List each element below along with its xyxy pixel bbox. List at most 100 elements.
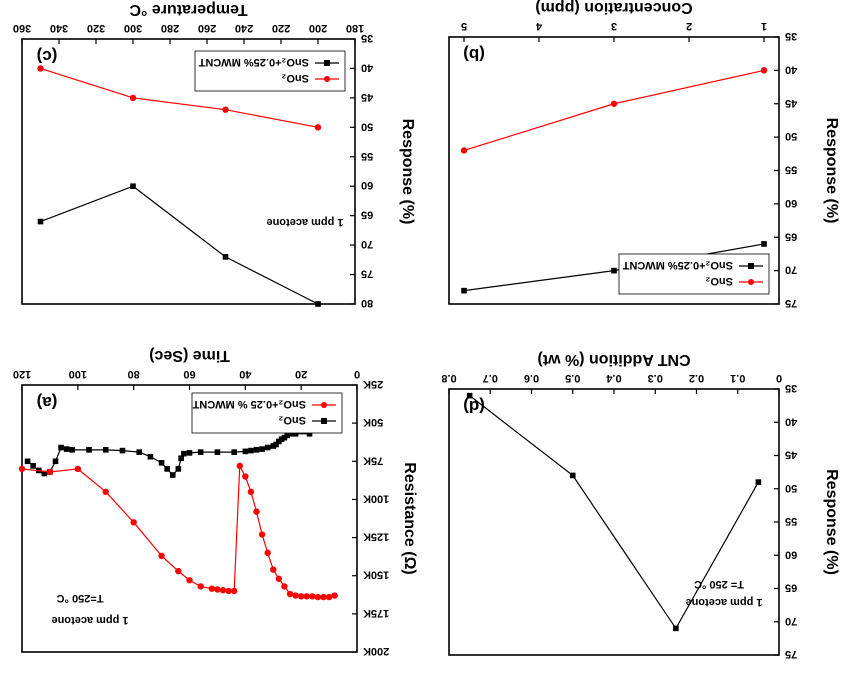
legend-label: SnO₂ <box>281 72 309 84</box>
x-tick-label: 320 <box>87 22 105 34</box>
data-point <box>303 593 310 600</box>
data-point <box>41 470 48 477</box>
data-point <box>611 267 617 274</box>
data-point <box>281 583 288 590</box>
data-point <box>230 587 238 595</box>
x-tick-label: 0.8 <box>441 372 456 384</box>
data-point <box>119 447 126 454</box>
data-point <box>760 67 768 74</box>
data-point <box>52 458 59 465</box>
legend-box <box>618 253 770 295</box>
x-tick-label: 20 <box>295 368 307 380</box>
data-point <box>259 446 265 452</box>
data-point <box>236 462 243 470</box>
y-tick-label: 80 <box>361 297 373 309</box>
x-axis-label: Concentration (ppm) <box>535 0 692 16</box>
data-point <box>610 100 618 107</box>
annotation: T= 250 °C <box>694 578 744 590</box>
x-tick-label: 340 <box>50 22 68 34</box>
y-tick-label: 55 <box>785 164 797 176</box>
x-tick-label: 0.5 <box>565 372 580 384</box>
data-point <box>309 593 316 600</box>
x-tick-label: 0.1 <box>730 372 745 384</box>
series-line <box>40 67 319 128</box>
data-point <box>219 587 227 594</box>
data-point <box>30 463 36 469</box>
y-tick-label: 35 <box>785 382 797 394</box>
legend-box <box>191 392 343 434</box>
y-tick-label: 65 <box>785 230 797 242</box>
data-point <box>270 566 277 573</box>
data-point <box>755 479 762 485</box>
x-tick-label: 80 <box>128 368 140 380</box>
data-point <box>253 508 260 515</box>
y-tick-label: 40 <box>785 415 797 427</box>
y-tick-label: 50K <box>363 416 383 428</box>
panel-d-chart: 0 0.1 0.2 0.3 0.4 0.5 0.6 0.7 0.8 35 40 45 50 55 60 65 7… <box>441 351 840 660</box>
legend-label: SnO₂ <box>705 275 733 287</box>
plot-frame <box>448 388 780 656</box>
data-point <box>175 567 182 575</box>
y-tick-label: 35 <box>785 30 797 42</box>
y-tick-label: 200K <box>363 645 389 657</box>
x-tick-label: 4 <box>535 20 542 32</box>
x-tick-label: 100 <box>69 368 87 380</box>
legend-label: SnO₂+0.25 % MWCNT <box>192 398 306 410</box>
data-point <box>197 583 204 590</box>
x-tick-label: 2 <box>686 20 692 32</box>
data-point <box>164 466 170 472</box>
data-point <box>761 241 767 247</box>
data-point <box>264 444 271 451</box>
data-point <box>69 447 76 453</box>
data-point <box>147 453 154 460</box>
data-point <box>222 254 229 260</box>
x-tick-label: 260 <box>198 22 216 34</box>
panel-c: 180 200 220 240 260 280 300 320 340 360 35 40 45 50 55… <box>0 0 427 342</box>
y-tick-label: 45 <box>361 91 373 103</box>
data-point <box>181 450 187 457</box>
y-tick-label: 40 <box>361 61 373 73</box>
annotation: 1 ppm acetone <box>685 596 762 608</box>
plot-frame <box>21 38 356 305</box>
data-point <box>292 592 299 599</box>
x-tick-label: 3 <box>611 20 617 32</box>
panel-b: 1 2 3 4 5 35 40 45 50 55 60 65 70 75 Concentration (pp… <box>427 0 859 342</box>
y-tick-label: 50 <box>361 120 373 132</box>
y-tick-label: 175K <box>363 607 389 619</box>
x-tick-label: 280 <box>161 22 179 34</box>
x-tick-label: 60 <box>183 368 195 380</box>
data-point <box>315 301 321 307</box>
y-tick-label: 75 <box>361 268 373 280</box>
data-point <box>186 577 193 584</box>
y-axis-label: Response (%) <box>399 119 416 225</box>
y-axis-label: Response (%) <box>823 118 840 224</box>
y-tick-label: 65 <box>361 209 373 221</box>
series-line <box>463 69 765 152</box>
data-point <box>186 450 193 456</box>
data-point <box>673 625 679 632</box>
y-tick-label: 125K <box>363 531 389 543</box>
x-tick-label: 0.4 <box>605 372 621 384</box>
data-point <box>24 458 31 465</box>
x-axis-label: CNT Addition (% wt) <box>537 351 690 368</box>
legend-label: SnO₂+0.25% MWCNT <box>622 259 733 271</box>
data-point <box>136 449 143 455</box>
x-tick-label: 0.6 <box>524 372 539 384</box>
y-tick-label: 75 <box>785 648 797 660</box>
data-point <box>276 438 282 445</box>
y-tick-label: 70 <box>361 238 373 250</box>
data-point <box>569 472 576 479</box>
data-point <box>231 449 237 455</box>
y-tick-label: 60 <box>361 179 373 191</box>
data-point <box>306 431 313 437</box>
data-point <box>253 447 260 453</box>
data-point <box>178 455 184 462</box>
data-point <box>461 287 467 294</box>
y-tick-label: 75K <box>363 454 383 466</box>
x-tick-label: 0 <box>354 368 360 380</box>
y-tick-label: 35 <box>361 32 373 44</box>
x-tick-label: 180 <box>346 22 364 34</box>
legend-marker <box>321 402 327 408</box>
data-point <box>214 586 221 593</box>
